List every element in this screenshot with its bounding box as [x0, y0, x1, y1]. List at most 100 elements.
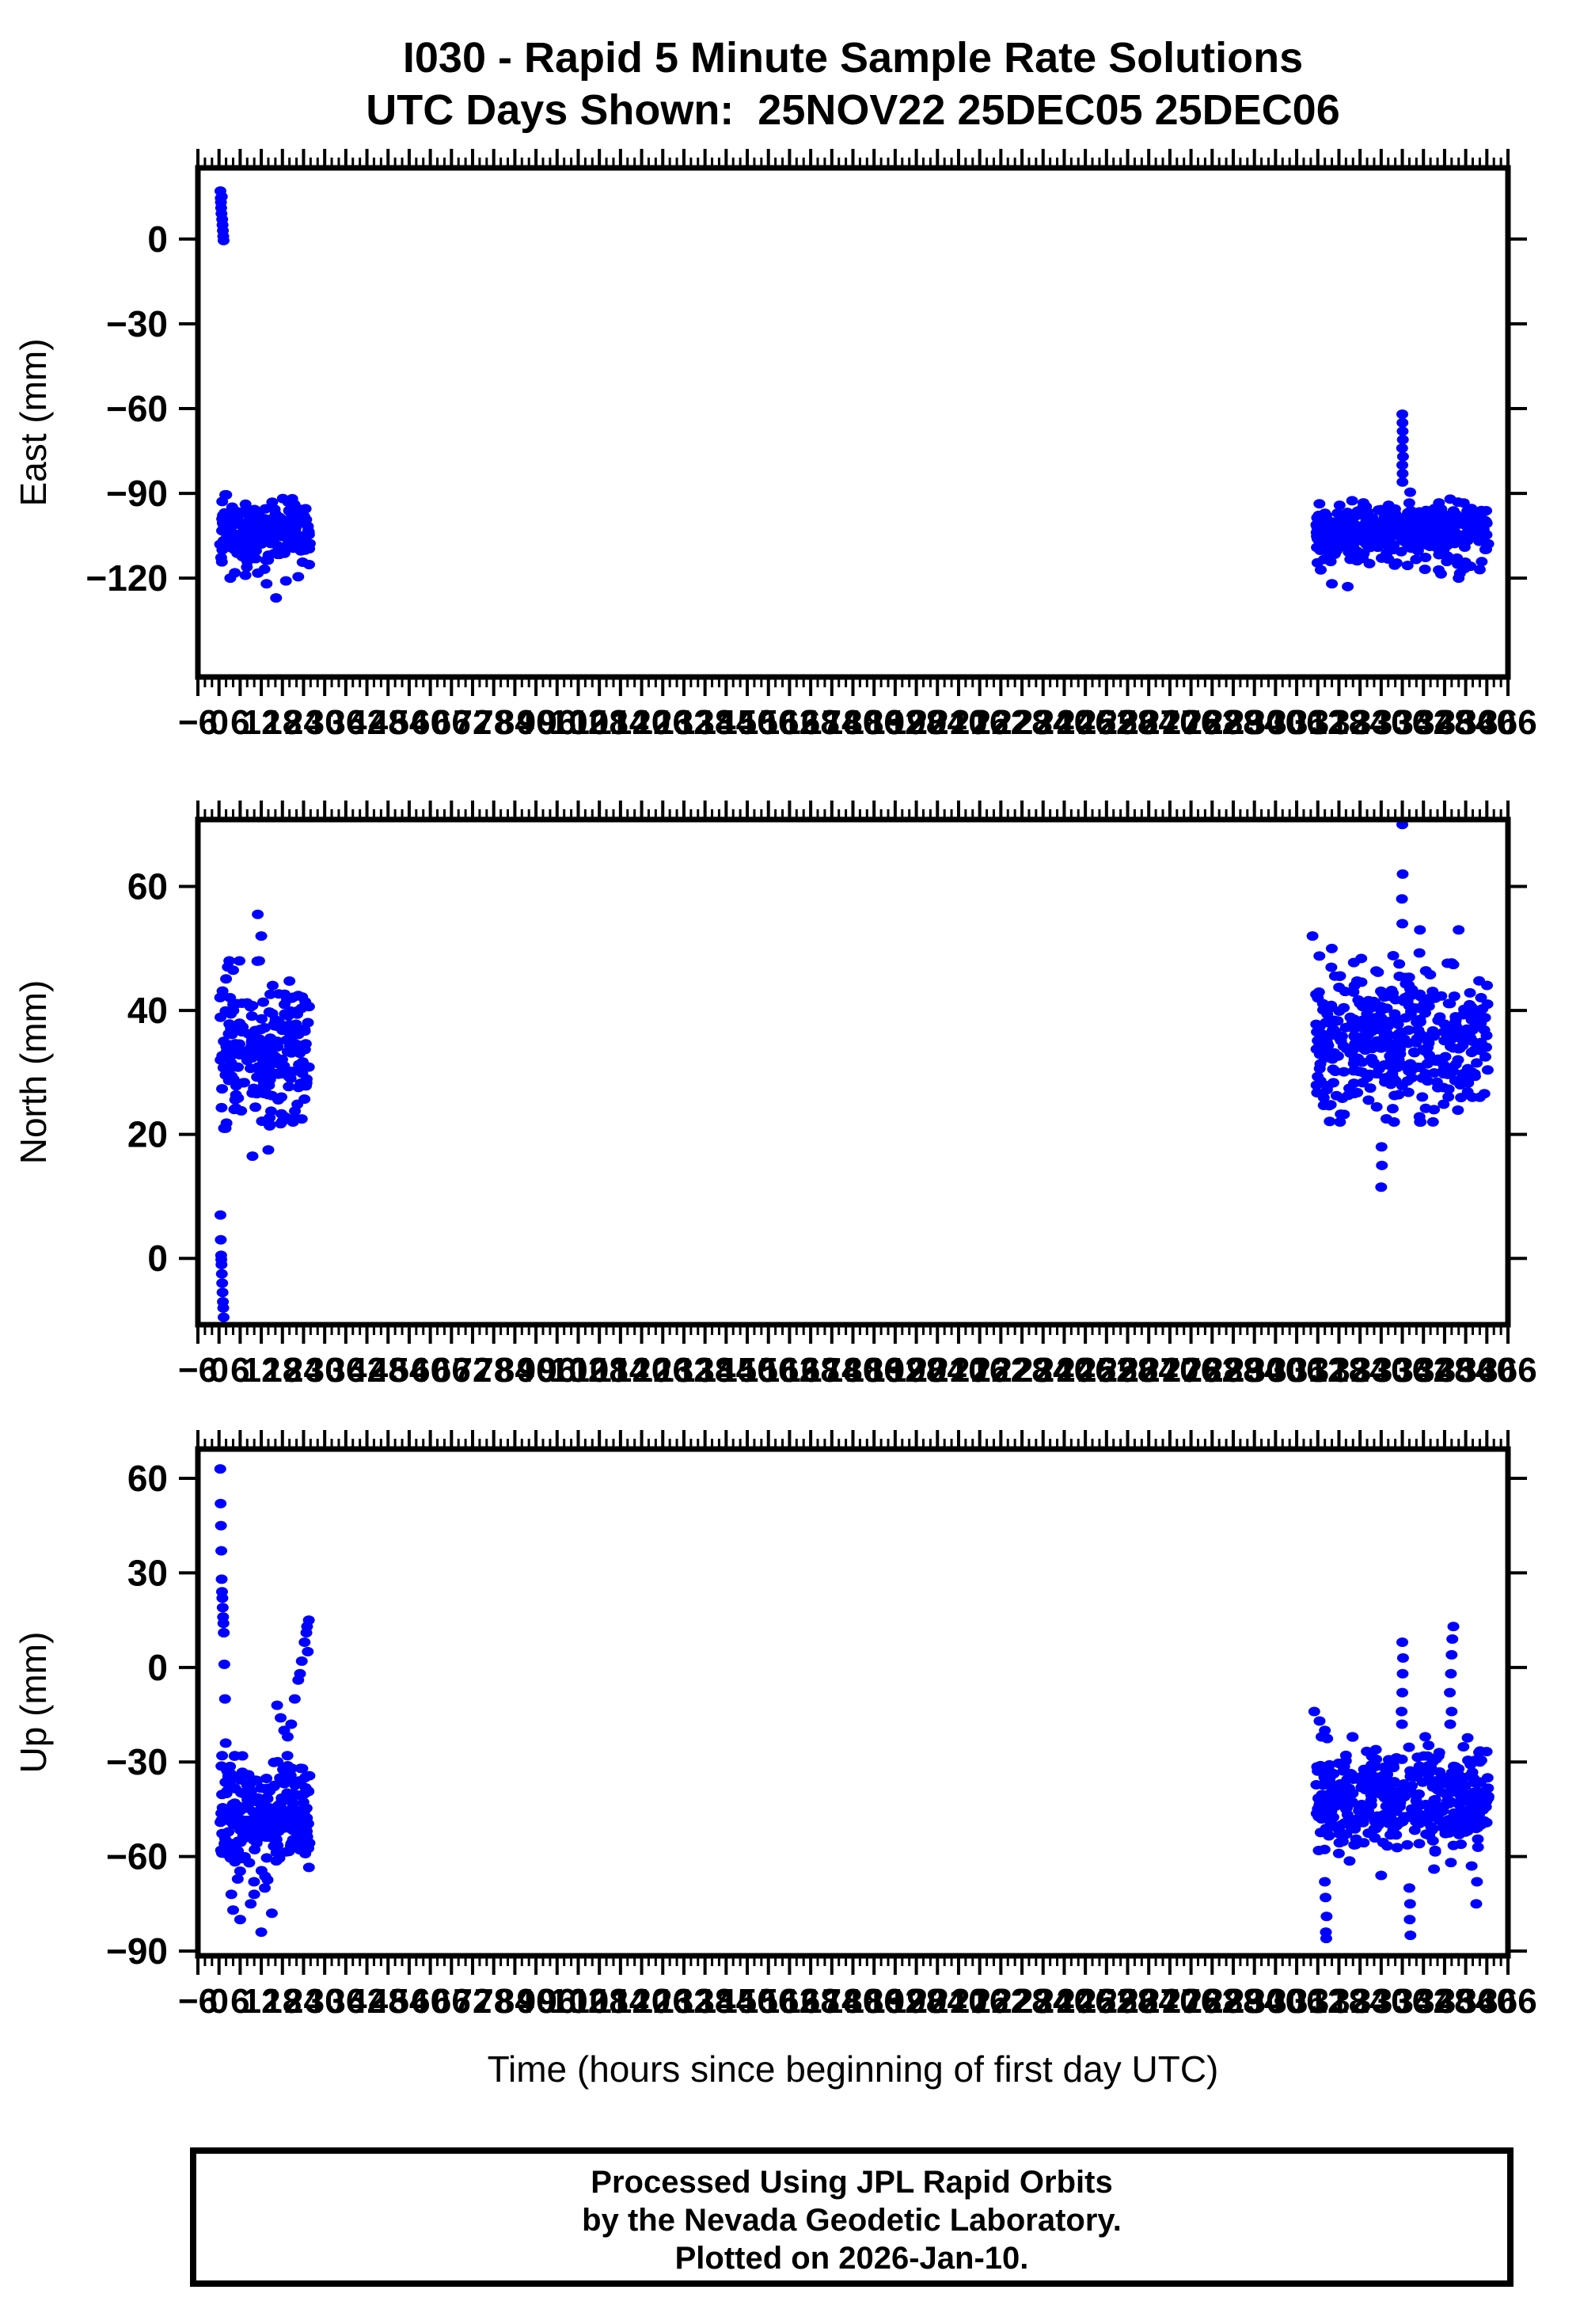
- data-point: [1335, 1820, 1348, 1830]
- data-point: [1361, 1024, 1373, 1034]
- data-point: [1342, 581, 1354, 591]
- x-tick-label: 252: [1077, 1351, 1135, 1390]
- data-point: [1435, 504, 1448, 514]
- data-point: [1383, 1800, 1396, 1810]
- data-point: [218, 1694, 231, 1704]
- data-point: [248, 1889, 260, 1900]
- x-tick-label: 366: [1479, 1351, 1536, 1390]
- x-tick-label: 186: [845, 703, 902, 742]
- data-point: [215, 1574, 228, 1584]
- x-tick-label: 174: [803, 1351, 861, 1390]
- data-point: [1375, 1182, 1388, 1192]
- data-point: [275, 1056, 287, 1067]
- data-point: [267, 1035, 279, 1045]
- data-point: [264, 1075, 276, 1085]
- data-point: [1351, 1087, 1364, 1097]
- data-point: [1320, 1767, 1332, 1778]
- x-tick-label: 108: [570, 1982, 628, 2021]
- data-point: [1342, 544, 1354, 554]
- x-tick-label: 264: [1119, 1982, 1178, 2021]
- x-tick-label: 24: [284, 703, 323, 742]
- data-point: [279, 1112, 291, 1122]
- data-point: [1432, 1809, 1445, 1819]
- data-point: [1403, 498, 1415, 508]
- data-point: [1324, 1001, 1337, 1011]
- panel-frame-north: [195, 816, 1511, 1328]
- x-tick-label: 6: [230, 703, 249, 742]
- data-point: [287, 1801, 299, 1811]
- data-point: [1453, 1771, 1466, 1781]
- x-tick-label: 114: [592, 703, 649, 742]
- data-point: [252, 1062, 264, 1072]
- data-point: [1330, 1090, 1343, 1101]
- data-point: [1325, 962, 1338, 972]
- data-point: [1338, 1002, 1350, 1013]
- data-point: [1419, 552, 1432, 562]
- x-tick-label: 78: [474, 703, 513, 742]
- data-point: [291, 533, 303, 543]
- data-point: [1320, 1824, 1332, 1834]
- x-tick-label: 60: [411, 1351, 450, 1390]
- data-point: [1362, 1095, 1375, 1105]
- data-point: [1337, 1041, 1350, 1052]
- x-tick-label: 354: [1437, 1351, 1495, 1390]
- data-point: [1460, 1024, 1473, 1034]
- x-tick-label: 84: [496, 1351, 534, 1390]
- data-point: [215, 1260, 228, 1270]
- x-tick-label: 132: [655, 703, 712, 742]
- data-point: [255, 1866, 268, 1876]
- data-point: [1320, 1892, 1332, 1903]
- data-point: [1381, 1033, 1393, 1044]
- data-point: [1320, 1911, 1333, 1922]
- data-point: [262, 1145, 275, 1155]
- data-point: [274, 1773, 287, 1783]
- data-point: [276, 493, 289, 504]
- x-tick-label: 234: [1014, 1982, 1073, 2021]
- data-point: [1350, 1834, 1362, 1844]
- data-point: [226, 1905, 239, 1915]
- data-point: [1351, 1053, 1364, 1063]
- x-tick-label: 0: [209, 1982, 228, 2021]
- data-point: [1475, 1755, 1487, 1766]
- x-tick-label: 60: [411, 1982, 450, 2021]
- data-point: [1384, 1016, 1397, 1026]
- data-point: [260, 1853, 273, 1863]
- data-point: [1431, 534, 1444, 545]
- data-point: [1370, 1101, 1383, 1112]
- data-point: [1453, 531, 1466, 541]
- data-point: [1449, 538, 1461, 549]
- data-point: [229, 1818, 241, 1828]
- data-point: [231, 1874, 244, 1885]
- data-point: [286, 993, 298, 1003]
- data-point: [1377, 1838, 1389, 1848]
- x-tick-label: 150: [718, 1982, 776, 2021]
- data-point: [1397, 534, 1410, 545]
- data-point: [1353, 1813, 1365, 1824]
- data-point: [1473, 536, 1486, 546]
- x-tick-label: 90: [517, 703, 556, 742]
- data-point: [1390, 1806, 1403, 1816]
- x-tick-label: 234: [1014, 703, 1073, 742]
- x-tick-label: 204: [909, 1982, 967, 2021]
- data-point: [225, 1889, 237, 1900]
- data-point: [1464, 987, 1476, 998]
- x-tick-label: 366: [1479, 1982, 1536, 2021]
- data-point: [253, 1034, 266, 1044]
- data-point: [1355, 977, 1368, 987]
- x-tick-label: 180: [824, 1982, 882, 2021]
- data-point: [1479, 544, 1491, 554]
- data-point: [1369, 1013, 1381, 1023]
- footer-line1: Processed Using JPL Rapid Orbits: [591, 2165, 1113, 2200]
- data-point: [1479, 1042, 1492, 1052]
- data-point: [1467, 1787, 1479, 1797]
- data-point: [272, 1017, 285, 1027]
- x-tick-label: 198: [887, 1351, 945, 1390]
- x-tick-label: 318: [1310, 703, 1368, 742]
- data-point: [1409, 1772, 1422, 1782]
- data-point: [1478, 1797, 1491, 1808]
- data-point: [256, 1014, 268, 1024]
- data-point: [1331, 1051, 1344, 1061]
- data-point: [1355, 953, 1368, 964]
- data-point: [289, 1780, 302, 1790]
